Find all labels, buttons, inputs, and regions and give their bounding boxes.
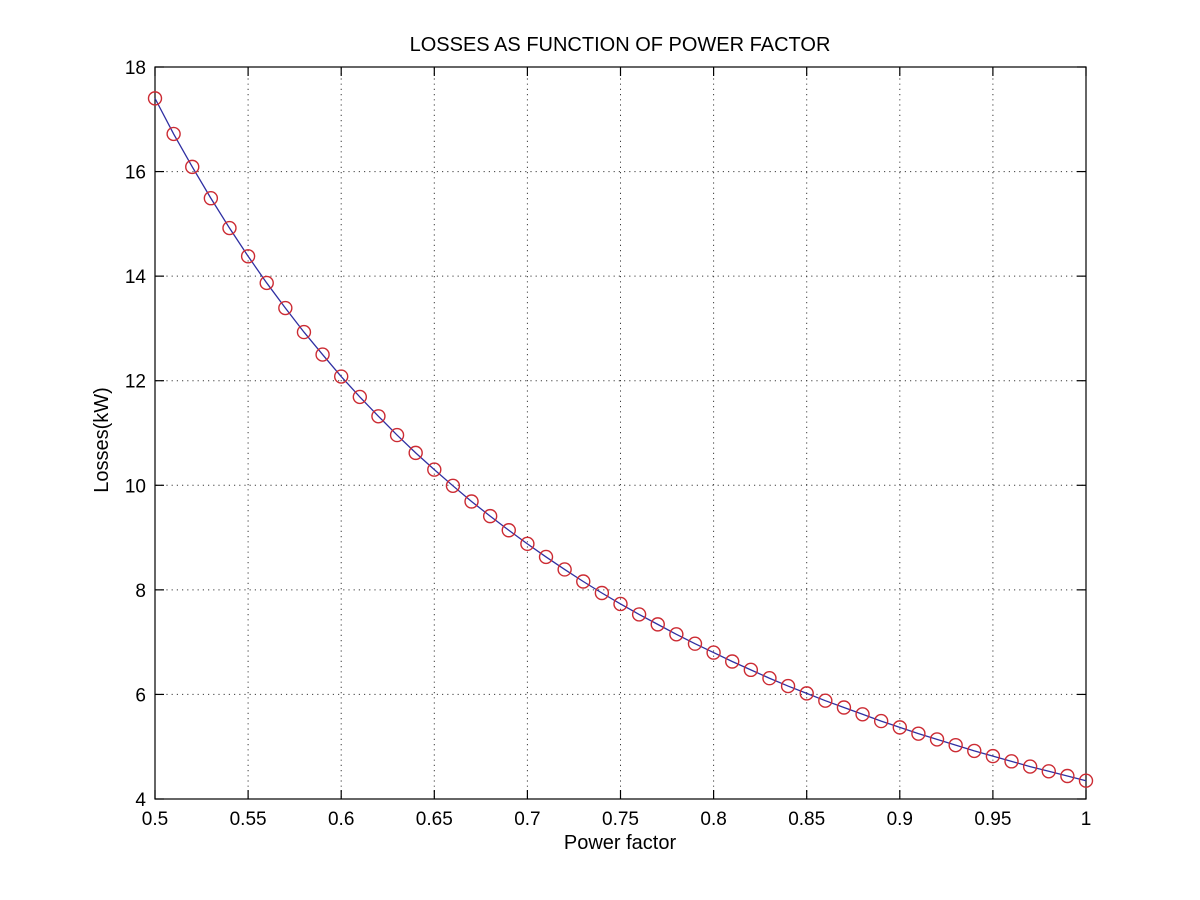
x-tick-label: 0.7 bbox=[514, 809, 540, 830]
x-tick-label: 0.75 bbox=[602, 809, 639, 830]
x-tick-label: 0.95 bbox=[974, 809, 1011, 830]
y-axis-label: Losses(kW) bbox=[91, 387, 113, 493]
x-tick-label: 0.8 bbox=[700, 809, 726, 830]
data-point-marker bbox=[482, 508, 498, 524]
data-point-marker bbox=[650, 617, 665, 632]
x-tick-label: 0.85 bbox=[788, 809, 825, 830]
data-point-marker bbox=[278, 300, 293, 316]
y-tick-label: 4 bbox=[135, 790, 146, 811]
data-point-marker bbox=[613, 596, 628, 612]
data-point-marker bbox=[594, 585, 610, 601]
data-point-marker bbox=[259, 275, 274, 291]
x-tick-label: 0.55 bbox=[230, 809, 267, 830]
data-point-marker bbox=[389, 427, 405, 443]
data-point-marker bbox=[427, 462, 442, 477]
data-point-marker bbox=[836, 700, 852, 715]
data-point-marker bbox=[669, 627, 684, 642]
data-point-marker bbox=[1078, 773, 1094, 788]
x-tick-label: 1 bbox=[1081, 809, 1092, 830]
data-point-marker bbox=[1004, 754, 1019, 769]
data-point-marker bbox=[855, 707, 870, 722]
data-point-marker bbox=[240, 249, 256, 264]
data-point-marker bbox=[948, 737, 963, 753]
data-point-marker bbox=[911, 726, 926, 741]
losses-curve bbox=[154, 98, 1087, 782]
data-point-marker bbox=[631, 607, 647, 622]
data-point-marker bbox=[203, 191, 219, 206]
y-tick-label: 16 bbox=[125, 163, 146, 184]
data-point-marker bbox=[557, 562, 572, 577]
x-tick-label: 0.9 bbox=[887, 809, 913, 830]
data-point-marker bbox=[315, 347, 330, 362]
data-point-marker bbox=[222, 220, 237, 236]
data-point-marker bbox=[799, 686, 814, 701]
data-point-marker bbox=[967, 743, 982, 759]
y-tick-label: 12 bbox=[125, 372, 146, 393]
x-tick-label: 0.65 bbox=[416, 809, 453, 830]
data-point-marker bbox=[873, 713, 889, 729]
data-point-marker bbox=[501, 523, 516, 538]
data-point-marker bbox=[1022, 759, 1038, 774]
chart-title: LOSSES AS FUNCTION OF POWER FACTOR bbox=[410, 34, 831, 56]
y-tick-label: 10 bbox=[125, 476, 146, 497]
x-tick-label: 0.6 bbox=[328, 809, 354, 830]
grid-layer bbox=[156, 68, 1085, 798]
data-point-marker bbox=[147, 91, 163, 106]
data-point-marker bbox=[743, 662, 759, 678]
data-point-marker bbox=[1041, 764, 1056, 779]
x-axis-label: Power factor bbox=[564, 832, 677, 854]
data-point-marker bbox=[334, 369, 349, 384]
data-point-marker bbox=[352, 389, 368, 405]
data-point-marker bbox=[818, 693, 833, 708]
data-point-marker bbox=[408, 445, 423, 461]
series-layer bbox=[147, 91, 1094, 788]
data-point-marker bbox=[929, 732, 945, 747]
y-tick-label: 18 bbox=[125, 58, 146, 79]
tick-label-layer: 0.5 0.55 0.6 0.65 0.7 0.75 0.8 0.85 0.9 0.95 14681… bbox=[125, 58, 1091, 830]
data-point-marker bbox=[464, 494, 479, 509]
y-tick-label: 8 bbox=[135, 581, 146, 602]
data-point-marker bbox=[892, 720, 907, 735]
y-tick-label: 14 bbox=[125, 267, 147, 288]
data-point-marker bbox=[706, 645, 721, 660]
data-point-marker bbox=[538, 549, 554, 565]
x-tick-label: 0.5 bbox=[142, 809, 168, 830]
data-point-marker bbox=[725, 654, 740, 669]
data-point-marker bbox=[445, 478, 461, 494]
data-point-marker bbox=[371, 409, 386, 424]
y-tick-label: 6 bbox=[135, 685, 146, 706]
data-point-marker bbox=[576, 574, 591, 589]
tick-layer bbox=[154, 66, 1087, 800]
data-point-marker bbox=[985, 748, 1001, 764]
data-point-marker bbox=[185, 159, 200, 175]
data-point-marker bbox=[166, 126, 181, 142]
data-point-marker bbox=[687, 636, 703, 651]
data-point-marker bbox=[1060, 768, 1075, 784]
data-point-marker bbox=[762, 671, 777, 686]
data-point-marker bbox=[296, 324, 312, 340]
data-point-marker bbox=[780, 678, 796, 694]
data-point-marker bbox=[520, 536, 535, 552]
